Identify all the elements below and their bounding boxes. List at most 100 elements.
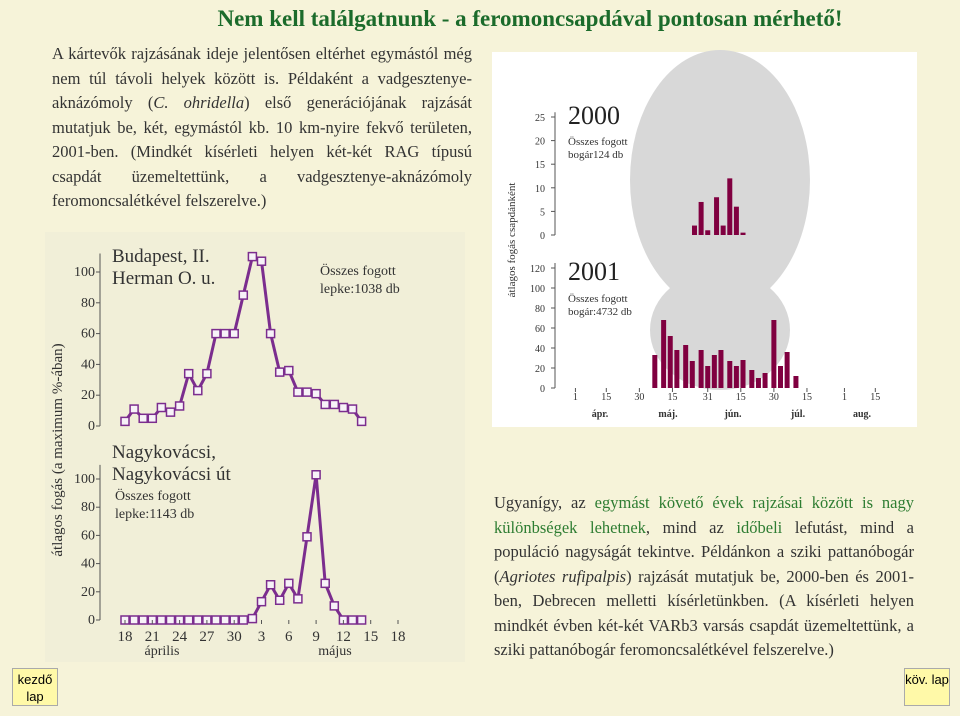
x-tick-label: 21 <box>145 629 160 645</box>
text-segment: Agriotes rufipalpis <box>499 566 627 586</box>
panel-note: lepke:1143 db <box>115 507 194 522</box>
marker <box>120 416 130 427</box>
panel-note: Összes fogott <box>568 293 628 305</box>
x-tick-label: 30 <box>769 392 779 403</box>
marker <box>129 615 139 625</box>
marker <box>338 402 349 413</box>
marker <box>256 596 267 607</box>
bar <box>698 201 704 235</box>
marker <box>156 402 167 413</box>
marker <box>311 388 321 399</box>
month-label: máj. <box>658 409 678 420</box>
x-tick-label: 24 <box>172 629 188 645</box>
marker <box>293 387 303 397</box>
y-tick-label: 0 <box>88 419 95 434</box>
marker <box>329 601 340 611</box>
summary-text: Ugyanígy, az egymást követő évek rajzása… <box>494 491 914 663</box>
text-segment: ) rajzását mutatjuk be, 2000-ben és 2001… <box>494 566 914 660</box>
marker <box>138 615 148 625</box>
bar <box>755 378 761 388</box>
bar <box>740 360 746 388</box>
y-axis-label: átlagos fogás (a maximum %-ában) <box>50 343 66 556</box>
marker <box>183 368 194 379</box>
bar <box>762 373 768 388</box>
month-label: ápr. <box>592 409 609 420</box>
marker <box>311 470 321 480</box>
x-tick-label: 15 <box>667 392 677 403</box>
x-tick-label: 27 <box>199 629 215 645</box>
bar <box>661 320 667 388</box>
y-tick-label: 60 <box>81 327 95 342</box>
y-tick-label: 5 <box>540 207 545 218</box>
bar <box>733 366 739 388</box>
y-tick-label: 0 <box>540 231 545 242</box>
title: Nem kell találgatnunk - a feromoncsapdáv… <box>217 6 843 31</box>
bar <box>784 352 790 388</box>
marker <box>256 256 267 266</box>
panel-title: Nagykovácsi út <box>112 464 231 485</box>
bar <box>793 376 799 388</box>
month-label: jún. <box>724 409 742 420</box>
y-tick-label: 80 <box>81 296 95 311</box>
bar <box>733 206 739 235</box>
y-tick-label: 20 <box>81 585 95 600</box>
marker <box>238 290 249 300</box>
marker <box>293 594 303 604</box>
next-button[interactable]: köv. lap <box>904 668 950 706</box>
bar <box>740 232 746 235</box>
marker <box>238 615 249 625</box>
marker <box>165 615 176 625</box>
bar <box>698 350 704 388</box>
bar <box>711 355 717 388</box>
marker <box>193 385 203 396</box>
marker <box>174 401 185 411</box>
marker <box>329 399 340 410</box>
marker <box>211 615 221 625</box>
marker <box>302 532 312 542</box>
panel-title: Budapest, II. <box>112 246 210 267</box>
text-segment: lefutást, mind a populáció nagyságát tek… <box>494 517 914 586</box>
marker <box>165 407 176 417</box>
bar <box>705 366 711 388</box>
marker <box>156 615 167 625</box>
x-tick-label: 30 <box>634 392 644 403</box>
marker <box>138 413 148 424</box>
x-tick-label: 18 <box>391 629 406 645</box>
y-tick-label: 100 <box>530 284 545 295</box>
panel-note: Összes fogott <box>115 487 191 504</box>
bar <box>720 225 726 235</box>
marker <box>183 615 194 625</box>
bar <box>777 366 783 388</box>
y-tick-label: 120 <box>530 264 545 275</box>
marker <box>274 595 285 606</box>
y-tick-label: 20 <box>81 388 95 403</box>
bar <box>718 350 724 388</box>
beetle-silhouette <box>630 50 810 310</box>
y-tick-label: 100 <box>74 472 95 487</box>
panel-note: bogár:4732 db <box>568 306 632 318</box>
y-tick-label: 80 <box>535 304 545 315</box>
bar <box>667 336 673 388</box>
y-axis-label: átlagos fogás csapdánként <box>506 183 518 298</box>
marker <box>265 580 276 590</box>
bar <box>674 350 680 388</box>
y-tick-label: 15 <box>535 160 545 171</box>
y-tick-label: 20 <box>535 137 545 148</box>
y-tick-label: 10 <box>535 184 545 195</box>
panel-title: Herman O. u. <box>112 268 215 289</box>
marker <box>129 404 139 414</box>
panel-note: bogár124 db <box>568 149 624 161</box>
month-label: április <box>145 644 180 659</box>
panel-title: 2000 <box>568 101 620 130</box>
y-tick-label: 40 <box>81 557 95 572</box>
home-button[interactable]: kezdő lap <box>12 668 58 706</box>
x-tick-label: 1 <box>573 392 578 403</box>
y-tick-label: 40 <box>535 344 545 355</box>
x-tick-label: 9 <box>312 629 320 645</box>
panel-title: 2001 <box>568 257 620 286</box>
y-tick-label: 100 <box>74 265 95 280</box>
marker <box>302 387 312 397</box>
marker <box>247 613 258 624</box>
panel-note: Összes fogott <box>568 136 628 148</box>
x-tick-label: 15 <box>802 392 812 403</box>
